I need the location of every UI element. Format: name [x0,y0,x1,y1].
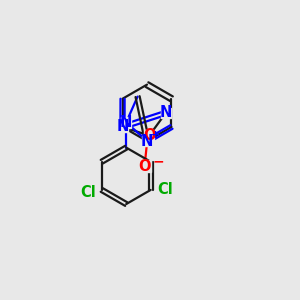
Bar [160,108,171,118]
Bar [142,136,152,146]
Text: N: N [116,119,129,134]
Text: N: N [160,105,172,120]
Text: N: N [120,115,132,130]
Bar [117,122,128,132]
Text: O: O [138,159,151,174]
Text: N: N [141,134,153,148]
Text: Cl: Cl [80,185,96,200]
Text: O: O [143,128,155,143]
Bar [121,117,131,128]
Bar [139,160,151,172]
Text: Cl: Cl [158,182,173,197]
Bar [144,130,154,141]
Text: +: + [151,130,160,140]
Text: −: − [152,154,164,168]
